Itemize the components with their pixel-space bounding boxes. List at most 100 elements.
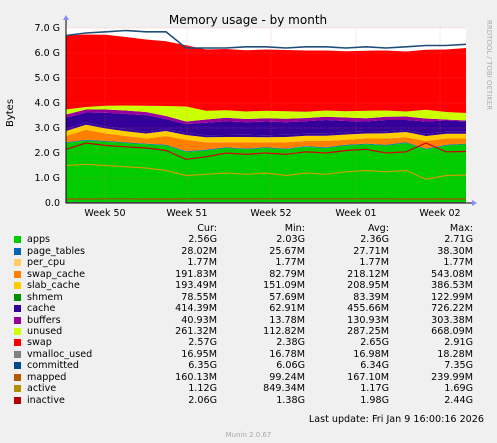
legend-swatch — [14, 259, 21, 267]
y-axis-label: Bytes — [5, 99, 16, 127]
legend-swatch — [14, 339, 21, 347]
legend-cur: 28.02M — [181, 245, 217, 257]
legend-max: 1.69G — [444, 383, 473, 395]
legend-min: 112.82M — [263, 325, 305, 337]
legend-cur: 414.39M — [175, 303, 217, 315]
legend-header: Cur: Min: Avg: Max: — [14, 223, 484, 234]
legend-cur: 6.35G — [188, 360, 217, 372]
header-min: Min: — [284, 223, 305, 234]
legend-avg: 2.65G — [360, 337, 389, 349]
y-tick-label: 0.0 — [45, 198, 60, 209]
legend-row-per-cpu: per_cpu 1.77M 1.77M 1.77M 1.77M — [14, 257, 484, 268]
legend-swatch — [14, 236, 21, 244]
legend-cur: 2.57G — [188, 337, 217, 349]
legend-avg: 16.98M — [353, 348, 389, 360]
legend-avg: 130.93M — [347, 314, 389, 326]
series-band-unused — [66, 105, 466, 122]
legend-max: 2.91G — [444, 337, 473, 349]
legend-name: mapped — [27, 371, 67, 383]
legend-avg: 455.66M — [347, 303, 389, 315]
series-band-swap-cache — [66, 129, 466, 151]
legend-avg: 6.34G — [360, 360, 389, 372]
legend-swatch — [14, 247, 21, 255]
legend-name: per_cpu — [27, 257, 66, 269]
legend-name: swap_cache — [27, 268, 86, 280]
legend-row-slab-cache: slab_cache 193.49M 151.09M 208.95M 386.53M — [14, 280, 484, 291]
y-tick-label: 7.0 G — [35, 23, 61, 34]
series-line-active — [65, 163, 467, 180]
legend-name: slab_cache — [27, 280, 80, 292]
legend-row-vmalloc-used: vmalloc_used 16.95M 16.78M 16.98M 18.28M — [14, 349, 484, 360]
legend-min: 13.78M — [269, 314, 305, 326]
legend-avg: 208.95M — [347, 280, 389, 292]
legend-avg: 27.71M — [353, 245, 389, 257]
series-band-apps — [66, 140, 466, 203]
legend-row-committed: committed 6.35G 6.06G 6.34G 7.35G — [14, 360, 484, 371]
header-max: Max: — [449, 223, 473, 234]
legend-max: 239.99M — [431, 371, 473, 383]
legend-row-shmem: shmem 78.55M 57.69M 83.39M 122.99M — [14, 292, 484, 303]
legend-row-active: active 1.12G 849.34M 1.17G 1.69G — [14, 383, 484, 394]
legend-min: 6.06G — [276, 360, 305, 372]
legend-swatch — [14, 293, 21, 301]
legend-name: swap — [27, 337, 52, 349]
x-tick-label: Week 01 — [335, 208, 376, 219]
x-tick-label: Week 52 — [250, 208, 291, 219]
legend-swatch — [14, 270, 21, 278]
y-tick-label: 1.0 G — [35, 173, 61, 184]
y-tick-label: 3.0 G — [35, 123, 61, 134]
legend-cur: 40.93M — [181, 314, 217, 326]
legend-name: apps — [27, 234, 51, 246]
y-tick-label: 2.0 G — [35, 148, 61, 159]
legend-min: 849.34M — [263, 383, 305, 395]
legend-row-swap-cache: swap_cache 191.83M 82.79M 218.12M 543.08M — [14, 269, 484, 280]
legend-max: 122.99M — [431, 291, 473, 303]
rrdtool-side-label: RRDTOOL / TOBI OETIKER — [485, 20, 493, 110]
legend-cur: 16.95M — [181, 348, 217, 360]
legend-swatch — [14, 316, 21, 324]
legend-min: 151.09M — [263, 280, 305, 292]
legend-name: vmalloc_used — [27, 348, 93, 360]
legend-max: 18.28M — [437, 348, 473, 360]
x-tick-label: Week 02 — [419, 208, 460, 219]
legend-row-inactive: inactive 2.06G 1.38G 1.98G 2.44G — [14, 395, 484, 406]
series-band-buffers — [66, 109, 466, 124]
legend-cur: 2.56G — [188, 234, 217, 246]
legend-row-swap: swap 2.57G 2.38G 2.65G 2.91G — [14, 337, 484, 348]
series-band-cache — [66, 112, 466, 136]
legend-avg: 1.17G — [360, 383, 389, 395]
legend-swatch — [14, 373, 21, 381]
legend-name: unused — [27, 325, 63, 337]
legend-swatch — [14, 396, 21, 404]
legend-min: 62.91M — [269, 303, 305, 315]
legend-max: 1.77M — [443, 257, 473, 269]
legend-table: Cur: Min: Avg: Max: apps 2.56G 2.03G 2.36G 2… — [14, 223, 484, 406]
legend-max: 543.08M — [431, 268, 473, 280]
x-tick-label: Week 50 — [84, 208, 125, 219]
legend-swatch — [14, 350, 21, 358]
legend-name: buffers — [27, 314, 61, 326]
legend-cur: 160.13M — [175, 371, 217, 383]
header-avg: Avg: — [367, 223, 389, 234]
y-tick-label: 6.0 G — [35, 48, 61, 59]
legend-avg: 167.10M — [347, 371, 389, 383]
legend-swatch — [14, 385, 21, 393]
legend-row-cache: cache 414.39M 62.91M 455.66M 726.22M — [14, 303, 484, 314]
legend-name: committed — [27, 360, 80, 372]
legend-max: 38.30M — [437, 245, 473, 257]
legend-cur: 191.83M — [175, 268, 217, 280]
legend-min: 2.38G — [276, 337, 305, 349]
series-band-swap — [66, 34, 466, 113]
memory-chart: Memory usage - by month Bytes RRDTOOL / … — [5, 13, 493, 219]
last-update: Last update: Fri Jan 9 16:00:16 2026 — [308, 414, 484, 425]
legend-cur: 2.06G — [188, 394, 217, 406]
legend-cur: 78.55M — [181, 291, 217, 303]
series-band-shmem — [66, 122, 466, 138]
legend-max: 726.22M — [431, 303, 473, 315]
x-tick-label: Week 51 — [166, 208, 207, 219]
legend-max: 668.09M — [431, 325, 473, 337]
axis-lines — [65, 18, 474, 204]
legend-max: 7.35G — [444, 360, 473, 372]
legend-min: 82.79M — [269, 268, 305, 280]
series-line-committed — [65, 29, 467, 49]
